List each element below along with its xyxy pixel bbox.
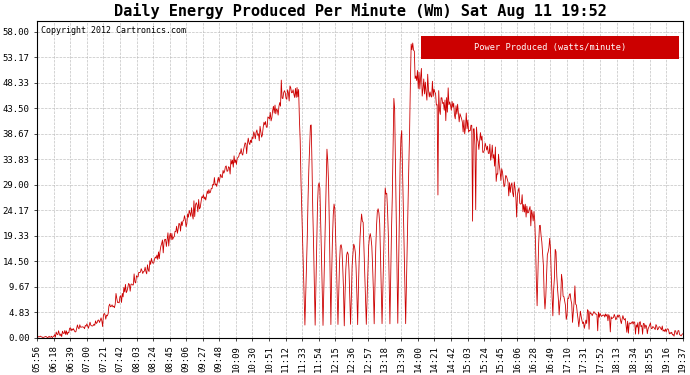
FancyBboxPatch shape — [422, 36, 680, 59]
Text: Power Produced (watts/minute): Power Produced (watts/minute) — [474, 43, 627, 52]
Text: Copyright 2012 Cartronics.com: Copyright 2012 Cartronics.com — [41, 26, 186, 35]
Title: Daily Energy Produced Per Minute (Wm) Sat Aug 11 19:52: Daily Energy Produced Per Minute (Wm) Sa… — [114, 3, 607, 19]
